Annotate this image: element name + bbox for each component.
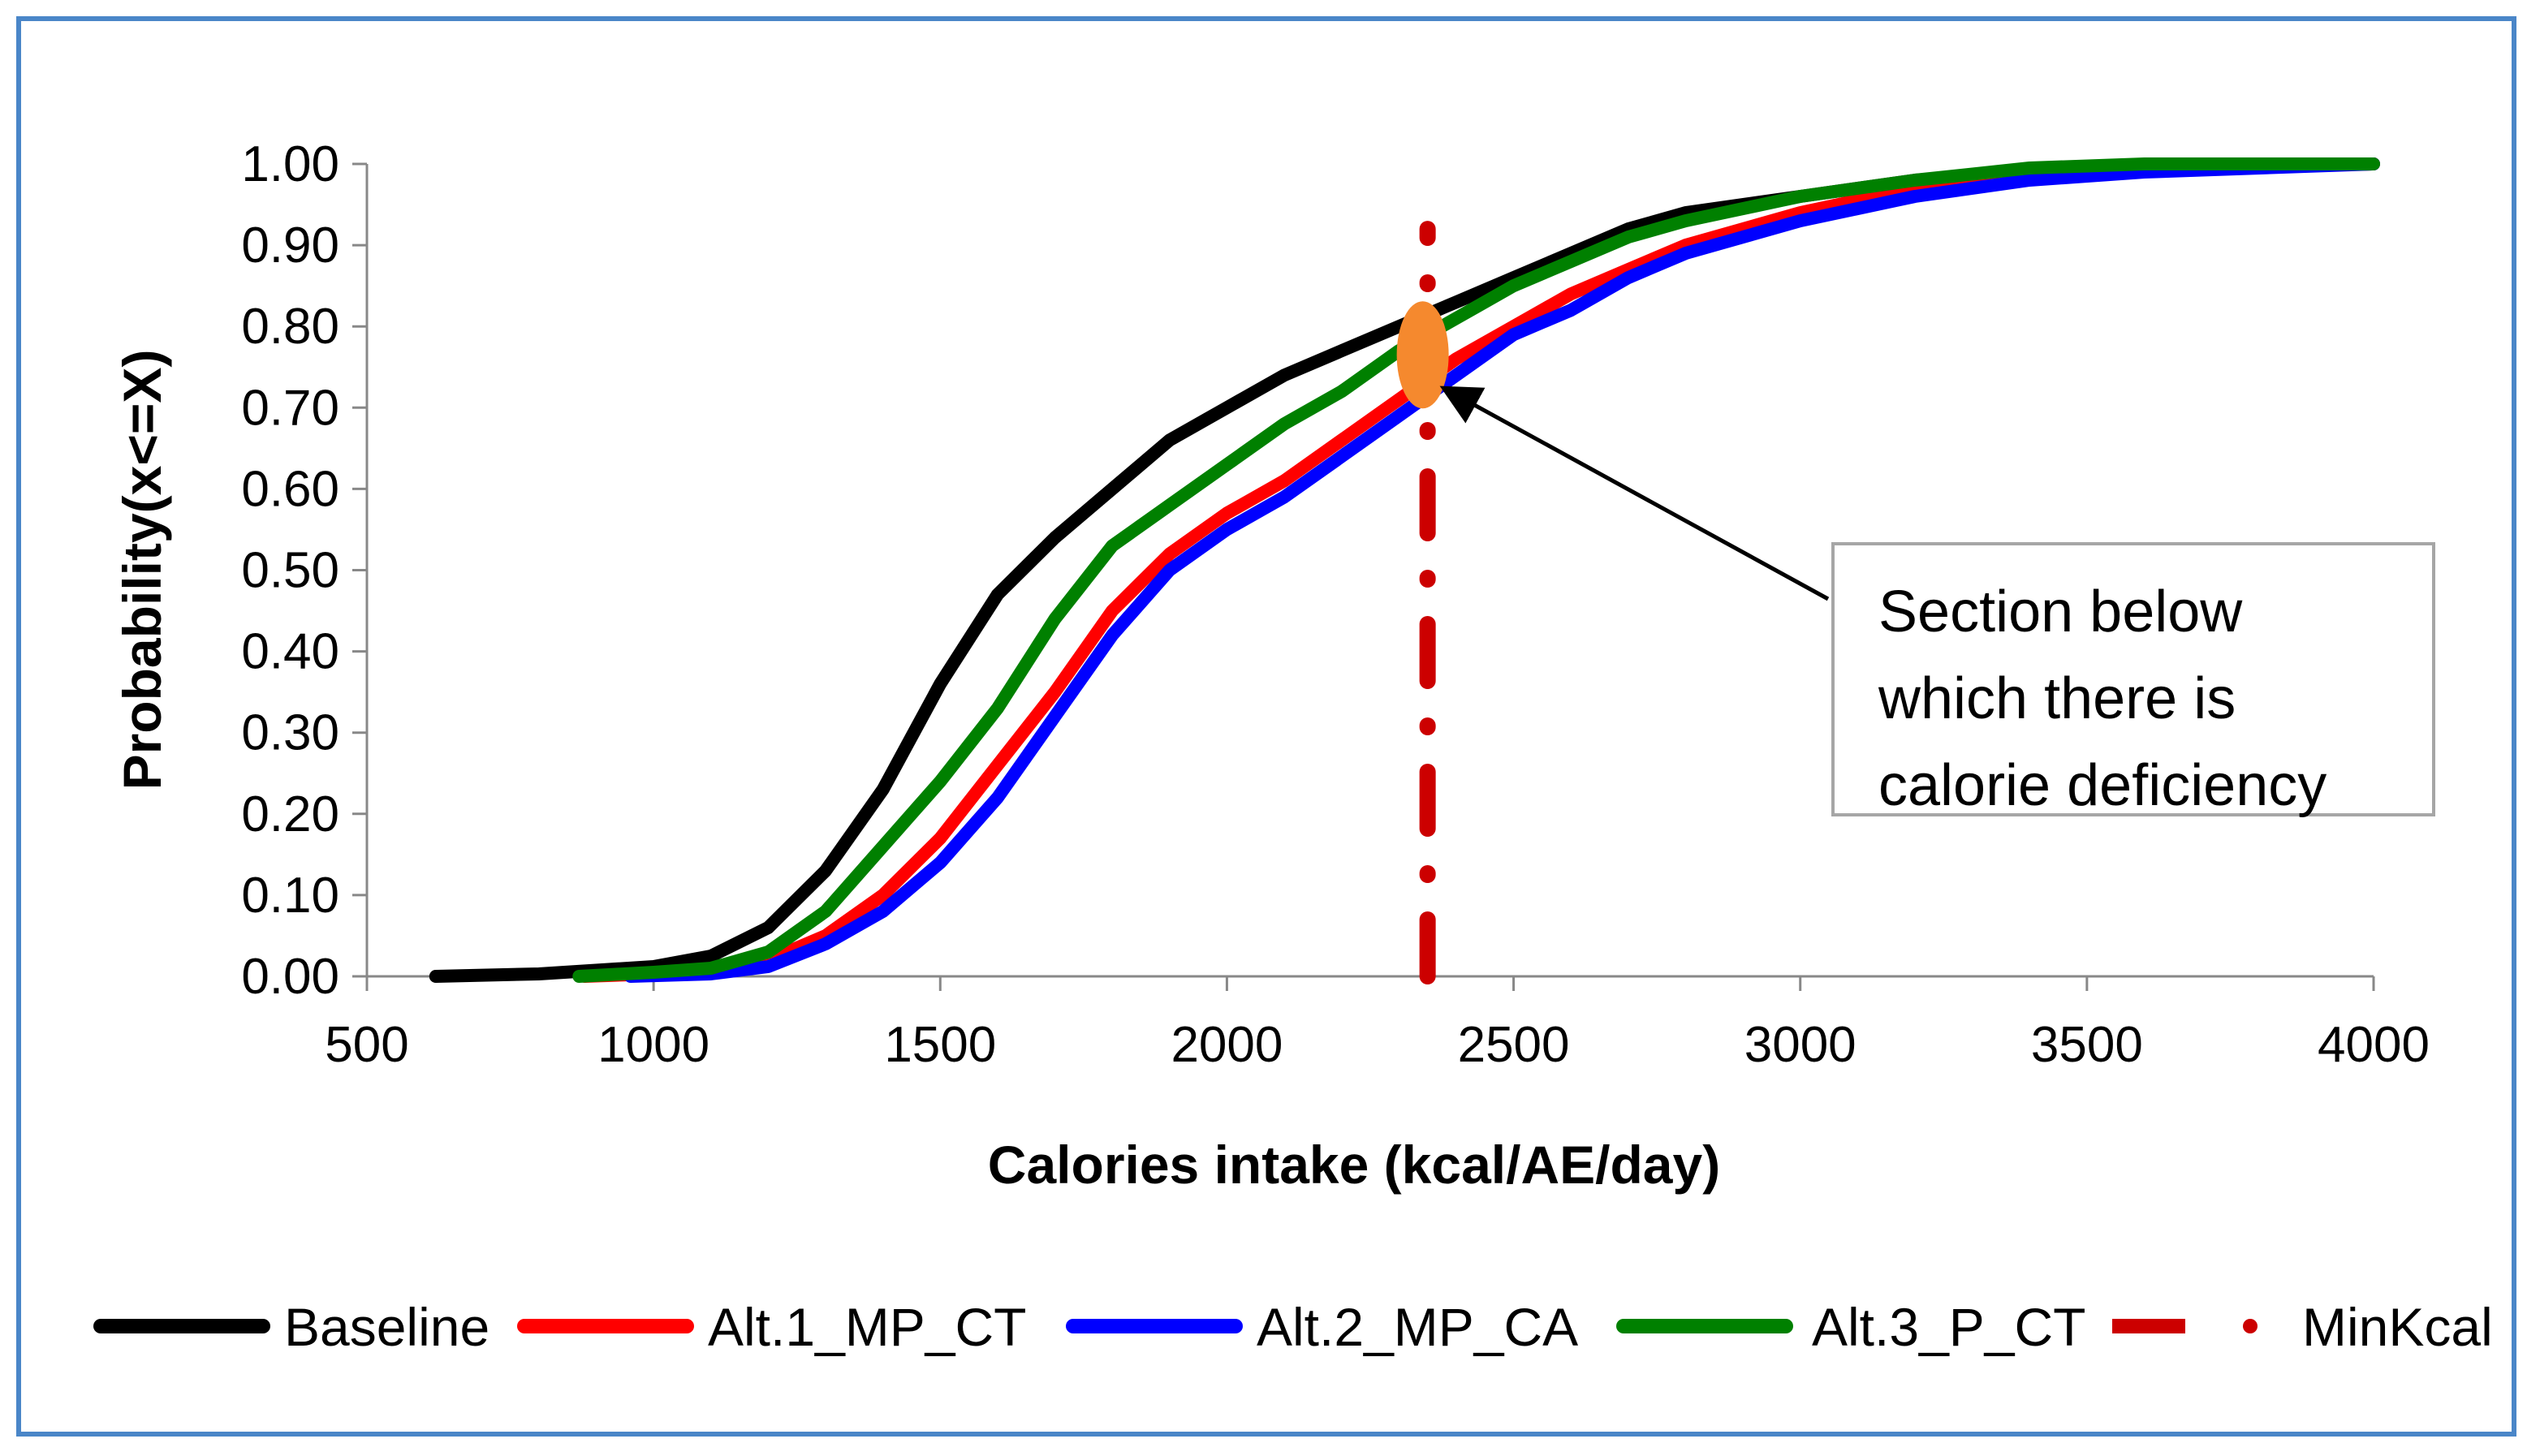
x-tick-label: 4000 xyxy=(2318,1017,2430,1073)
x-tick-label: 2000 xyxy=(1171,1017,1283,1073)
annotation-box xyxy=(1831,542,2435,816)
legend: Baseline Alt.1_MP_CT Alt.2_MP_CA Alt.3_P_CT… xyxy=(93,1297,2493,1357)
y-tick-label: 0.70 xyxy=(241,380,339,436)
annotation-arrow xyxy=(1439,386,1830,601)
y-tick-label: 0.20 xyxy=(241,786,339,842)
y-tick-label: 0.40 xyxy=(241,624,339,680)
x-tick-label: 3500 xyxy=(2031,1017,2143,1073)
series-line-2 xyxy=(623,157,2380,983)
legend-label: MinKcal xyxy=(2302,1297,2493,1357)
legend-label: Alt.1_MP_CT xyxy=(708,1297,1026,1357)
y-tick-label: 0.00 xyxy=(241,949,339,1005)
legend-label: Alt.3_P_CT xyxy=(1812,1297,2085,1357)
axes: 0.00 0.10 0.20 0.30 0.40 0.50 0.60 0.70 0.80 0.90… xyxy=(112,136,2430,1195)
plot-area xyxy=(429,157,2380,984)
legend-swatch-dot xyxy=(2243,1319,2258,1333)
intersection-highlight xyxy=(1396,301,1449,409)
legend-label: Alt.2_MP_CA xyxy=(1257,1297,1578,1357)
series-line-1 xyxy=(578,157,2380,983)
x-tick-label: 500 xyxy=(325,1017,408,1073)
annotation-text: Section below xyxy=(1878,579,2243,644)
y-tick-label: 0.30 xyxy=(241,705,339,761)
y-tick-label: 0.90 xyxy=(241,218,339,274)
annotation-text: which there is xyxy=(1878,666,2236,731)
x-tick-label: 1500 xyxy=(884,1017,996,1073)
x-tick-label: 1000 xyxy=(597,1017,709,1073)
y-tick-label: 0.80 xyxy=(241,299,339,355)
x-axis-title: Calories intake (kcal/AE/day) xyxy=(988,1135,1720,1195)
y-axis-title: Probability(x<=X) xyxy=(112,350,172,790)
annotation-text: calorie deficiency xyxy=(1878,753,2327,818)
series-line-3 xyxy=(572,157,2380,983)
x-tick-label: 2500 xyxy=(1458,1017,1570,1073)
annotation: Section below which there is calorie defic… xyxy=(1439,386,2435,818)
y-tick-label: 0.50 xyxy=(241,543,339,599)
legend-label: Baseline xyxy=(284,1297,489,1357)
y-tick-label: 0.60 xyxy=(241,461,339,517)
y-tick-label: 0.10 xyxy=(241,868,339,924)
x-tick-label: 3000 xyxy=(1744,1017,1856,1073)
y-tick-label: 1.00 xyxy=(241,136,339,192)
